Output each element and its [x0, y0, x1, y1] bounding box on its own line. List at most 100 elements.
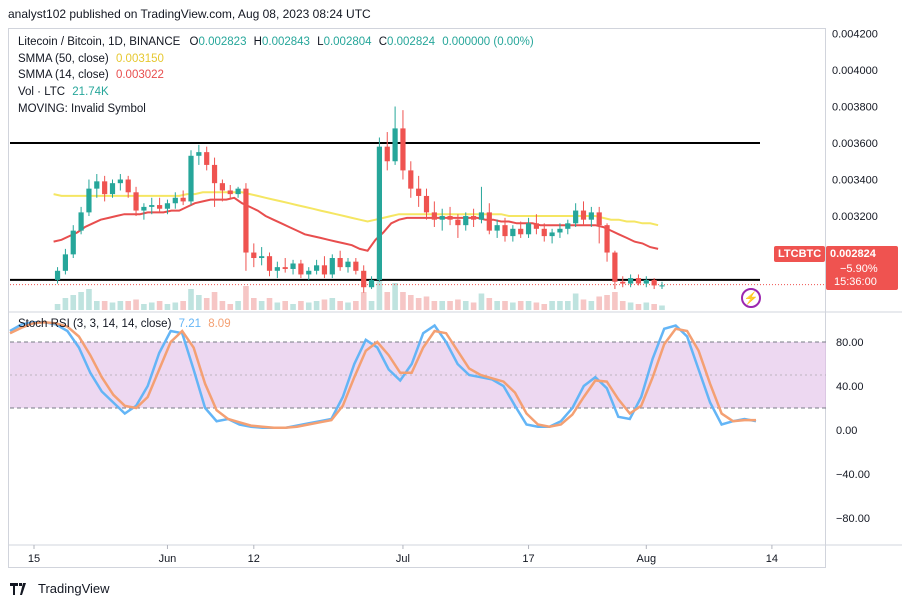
- legend-volume-value: 21.74K: [72, 86, 109, 98]
- volume-bar: [243, 286, 249, 310]
- candle-body: [70, 230, 76, 255]
- legend-high: 0.002843: [261, 36, 310, 48]
- volume-bar: [612, 292, 618, 310]
- legend-close-label: C: [378, 36, 388, 48]
- lightning-icon[interactable]: ⚡: [741, 288, 761, 308]
- candle-body: [643, 279, 649, 284]
- candle-body: [463, 216, 469, 226]
- candle-body: [337, 258, 343, 268]
- smma50-path: [53, 191, 659, 227]
- osc-tick-label: 0.00: [836, 425, 857, 437]
- volume-bar: [148, 302, 155, 310]
- time-axis: 15 Jun 12 Jul 17 Aug 14: [28, 545, 778, 565]
- volume-bar: [588, 301, 595, 310]
- volume-bar: [494, 301, 500, 310]
- volume-bar: [86, 289, 92, 310]
- candle-body: [533, 223, 539, 229]
- volume-bar: [408, 295, 414, 310]
- volume-bar: [643, 302, 650, 310]
- candle-body: [628, 278, 634, 284]
- candle-body: [227, 190, 233, 195]
- price-tick-label: 0.003200: [832, 211, 878, 223]
- volume-bars: [54, 280, 665, 310]
- candle-body: [259, 256, 265, 259]
- volume-bar: [156, 301, 163, 310]
- candle-body: [361, 270, 367, 288]
- candle-body: [541, 228, 547, 237]
- legend-close: 0.002824: [387, 36, 436, 48]
- volume-bar: [462, 301, 469, 310]
- legend-high-label: H: [253, 36, 262, 48]
- legend-smma14-label: SMMA (14, close): [18, 69, 109, 81]
- candle-body: [62, 254, 68, 271]
- volume-bar: [78, 292, 84, 310]
- candle-body: [478, 212, 485, 220]
- volume-bar: [478, 293, 485, 310]
- candle-body: [580, 210, 587, 220]
- volume-bar: [549, 301, 555, 310]
- candle-body: [172, 197, 178, 204]
- candle-body: [321, 265, 328, 275]
- legend-low-label: L: [317, 36, 324, 48]
- candle-body: [502, 225, 508, 237]
- volume-bar: [62, 298, 69, 310]
- volume-bar: [227, 304, 234, 310]
- candle-body: [416, 188, 422, 196]
- publisher-line: analyst102 published on TradingView.com,…: [8, 7, 371, 21]
- volume-bar: [533, 302, 540, 310]
- candle-body: [447, 216, 453, 220]
- price-tag-symbol: LTCBTC: [774, 246, 826, 262]
- volume-bar: [384, 292, 391, 310]
- price-tag-change: −5.90%: [826, 262, 898, 275]
- volume-bar: [109, 302, 116, 310]
- candle-body: [471, 216, 477, 220]
- candle-body: [486, 212, 492, 231]
- volume-bar: [580, 299, 587, 310]
- oscillator-k-value: 7.21: [178, 318, 202, 330]
- candle-body: [204, 152, 210, 165]
- candle-body: [54, 270, 61, 280]
- candle-body: [266, 256, 273, 271]
- volume-bar: [470, 302, 477, 310]
- candle-body: [109, 183, 116, 195]
- price-tick-label: 0.003600: [832, 138, 878, 150]
- candle-body: [384, 146, 390, 162]
- volume-bar: [596, 296, 602, 310]
- time-tick-label: Jun: [159, 553, 177, 565]
- candle-body: [102, 181, 108, 195]
- candle-body: [86, 188, 92, 213]
- volume-bar: [486, 298, 493, 310]
- legend-smma50-label: SMMA (50, close): [18, 53, 109, 65]
- volume-bar: [415, 298, 422, 310]
- volume-bar: [337, 301, 343, 310]
- volume-bar: [125, 301, 131, 310]
- volume-bar: [117, 301, 124, 310]
- legend-low: 0.002804: [323, 36, 372, 48]
- volume-bar: [298, 301, 304, 310]
- candle-body: [439, 216, 445, 220]
- volume-bar: [258, 301, 265, 310]
- volume-bar: [251, 298, 257, 310]
- legend-symbol-row: Litecoin / Bitcoin, 1D, BINANCE O0.00282…: [18, 34, 534, 50]
- volume-bar: [619, 301, 626, 310]
- oscillator-legend: Stoch RSI (3, 3, 14, 14, close) 7.21 8.0…: [18, 318, 231, 330]
- candle-body: [518, 228, 524, 235]
- volume-bar: [525, 301, 532, 310]
- candle-body: [219, 183, 225, 191]
- candle-body: [431, 212, 437, 220]
- volume-bar: [219, 301, 226, 310]
- volume-bar: [305, 302, 312, 310]
- volume-bar: [400, 292, 406, 310]
- candle-body: [282, 267, 288, 269]
- footer: TradingView: [10, 581, 110, 596]
- legend-smma14-row: SMMA (14, close) 0.003022: [18, 67, 164, 83]
- volume-bar: [54, 304, 61, 310]
- chart-frame[interactable]: [8, 28, 826, 568]
- time-tick-label: 15: [28, 553, 40, 565]
- legend-volume-row: Vol · LTC 21.74K: [18, 84, 109, 100]
- volume-bar: [141, 304, 147, 310]
- volume-bar: [517, 301, 524, 310]
- volume-bar: [180, 301, 186, 310]
- volume-bar: [164, 304, 171, 310]
